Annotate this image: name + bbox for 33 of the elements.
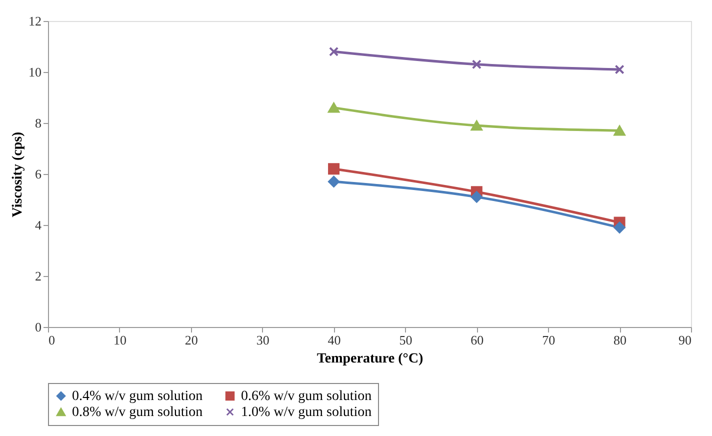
y-tick-label: 0 <box>35 320 42 334</box>
point <box>614 222 626 234</box>
point <box>470 191 482 203</box>
x-tick-label: 50 <box>399 332 412 348</box>
x-tick-label: 0 <box>48 332 55 348</box>
point <box>470 120 482 131</box>
legend-label: 0.4% w/v gum solution <box>72 389 203 404</box>
y-tick-label: 6 <box>35 166 42 182</box>
x-tick-label: 70 <box>542 332 556 348</box>
x-axis-title: Temperature (°C) <box>316 352 424 366</box>
x-tick-label: 80 <box>614 332 627 348</box>
point <box>328 176 340 188</box>
point <box>472 60 482 70</box>
y-tick-label: 12 <box>28 14 42 28</box>
y-tick-label: 10 <box>28 64 42 80</box>
point <box>614 64 624 74</box>
y-axis-title: Viscosity (cps) <box>10 131 26 218</box>
x-tick-label: 10 <box>113 332 126 348</box>
legend-label: 0.8% w/v gum solution <box>72 405 203 420</box>
y-tick-label: 4 <box>35 218 42 232</box>
x-tick-label: 60 <box>470 332 484 348</box>
y-tick-label: 8 <box>35 116 42 130</box>
y-tick-label: 2 <box>35 268 42 284</box>
x-tick-label: 90 <box>678 332 692 348</box>
point <box>328 163 340 175</box>
x-tick-label: 30 <box>256 332 270 348</box>
point <box>328 46 339 56</box>
legend-label: 1.0% w/v gum solution <box>241 405 372 420</box>
x-tick-label: 20 <box>184 332 198 348</box>
x-tick-label: 40 <box>328 332 341 348</box>
legend-label: 0.6% w/v gum solution <box>241 389 372 404</box>
point <box>328 102 340 113</box>
point <box>614 126 626 136</box>
